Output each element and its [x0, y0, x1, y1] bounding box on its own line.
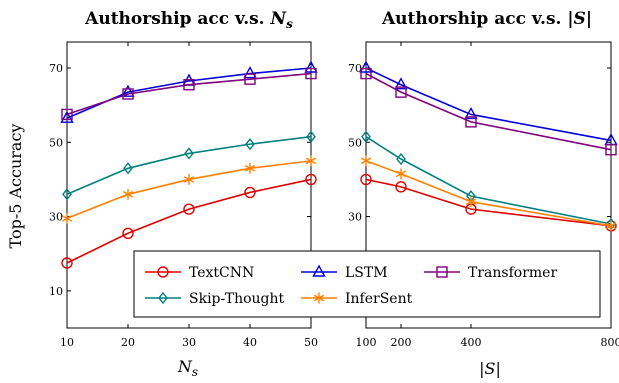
x-tick-label: 800: [601, 336, 619, 349]
series-line-lstm: [365, 67, 612, 142]
data-point-textcnn: [395, 181, 407, 193]
data-point-skip-thought: [306, 130, 316, 143]
data-point-infersent: [305, 155, 317, 167]
data-point-infersent: [183, 173, 195, 185]
legend-label: Skip-Thought: [189, 291, 285, 307]
series-infersent: [61, 155, 317, 224]
legend-label: Transformer: [468, 265, 557, 281]
left-chart-title: Authorship acc v.s. Ns: [84, 9, 293, 31]
x-tick-label: 100: [356, 336, 377, 349]
data-point-skip-thought: [184, 147, 194, 160]
series-line-skip-thought: [66, 135, 312, 196]
legend-label: TextCNN: [189, 265, 254, 281]
data-point-infersent: [605, 220, 617, 232]
data-point-lstm: [359, 60, 373, 73]
x-tick-label: 10: [60, 336, 74, 349]
data-point-transformer: [465, 116, 477, 128]
data-point-transformer: [183, 79, 195, 91]
data-point-lstm: [464, 106, 478, 120]
left-x-axis-label: Ns: [177, 357, 198, 379]
legend-label: LSTM: [345, 265, 388, 281]
data-point-lstm: [304, 60, 318, 73]
legend-entry-lstm: LSTM: [301, 264, 388, 281]
series-infersent: [360, 155, 617, 232]
data-point-skip-thought: [245, 138, 255, 151]
y-tick-label: 50: [348, 136, 362, 149]
data-point-transformer: [244, 73, 256, 85]
right-plot-area: 30 50 70 100 200 400 800: [348, 41, 619, 349]
legend: TextCNN LSTM Transformer Skip-Thought InferS…: [133, 250, 601, 318]
data-point-transformer: [605, 144, 617, 156]
data-point-transformer: [122, 88, 134, 100]
series-line-infersent: [365, 160, 612, 227]
x-tick-label: 20: [121, 336, 135, 349]
data-point-textcnn: [360, 173, 372, 186]
data-point-skip-thought: [396, 152, 406, 166]
series-transformer: [61, 67, 317, 121]
series-lstm: [60, 60, 318, 123]
data-point-lstm: [394, 77, 408, 90]
series-textcnn: [61, 173, 317, 269]
data-point-infersent: [465, 196, 477, 208]
series-line-textcnn: [66, 178, 312, 264]
left-plot-area: 10 30 50 70 10 20 30 40 50: [49, 41, 318, 349]
data-point-infersent: [61, 212, 73, 224]
y-tick-label: 50: [49, 136, 63, 149]
legend-box: [133, 250, 601, 318]
y-tick-label: 30: [49, 211, 63, 224]
legend-marker-infersent: [313, 292, 325, 304]
series-line-textcnn: [365, 178, 612, 227]
x-tick-label: 30: [182, 336, 196, 349]
series-lstm: [359, 60, 618, 146]
legend-entry-transformer: Transformer: [424, 265, 557, 281]
data-point-lstm: [243, 66, 257, 79]
legend-entry-skip-thought: Skip-Thought: [145, 291, 285, 307]
series-line-transformer: [66, 72, 312, 116]
y-tick-label: 30: [348, 211, 362, 224]
data-point-textcnn: [61, 257, 73, 269]
left-y-axis-label: Top-5 Accuracy: [6, 124, 25, 249]
y-tick-label: 10: [49, 285, 63, 298]
data-point-textcnn: [183, 203, 195, 215]
data-point-infersent: [122, 188, 134, 200]
legend-entry-textcnn: TextCNN: [145, 265, 254, 281]
data-point-skip-thought: [62, 188, 72, 201]
legend-marker-textcnn: [157, 266, 169, 278]
series-transformer: [360, 67, 617, 156]
series-textcnn: [360, 173, 617, 232]
data-point-transformer: [395, 86, 407, 98]
data-point-textcnn: [244, 186, 256, 199]
x-tick-label: 400: [461, 336, 482, 349]
data-point-skip-thought: [361, 130, 371, 143]
data-point-infersent: [360, 155, 372, 167]
y-tick-label: 70: [49, 62, 63, 75]
x-tick-label: 200: [391, 336, 412, 349]
data-point-infersent: [244, 162, 256, 174]
series-line-transformer: [365, 72, 612, 151]
series-line-skip-thought: [365, 136, 612, 225]
legend-label: InferSent: [345, 291, 413, 307]
right-chart-title: Authorship acc v.s. |S|: [381, 9, 592, 29]
x-tick-label: 50: [304, 336, 318, 349]
y-tick-label: 70: [348, 62, 362, 75]
data-point-skip-thought: [123, 162, 133, 175]
x-tick-label: 40: [243, 336, 257, 349]
legend-marker-skip-thought: [158, 291, 168, 305]
data-point-textcnn: [122, 227, 134, 239]
data-point-transformer: [360, 67, 372, 80]
legend-entry-infersent: InferSent: [301, 291, 413, 307]
legend-marker-transformer: [436, 266, 448, 278]
data-point-textcnn: [305, 173, 317, 186]
data-point-infersent: [395, 168, 407, 180]
data-point-lstm: [121, 84, 135, 97]
right-x-axis-label: |S|: [479, 359, 501, 378]
series-skip-thought: [62, 130, 316, 201]
data-point-lstm: [60, 110, 74, 123]
series-skip-thought: [361, 130, 616, 231]
data-point-transformer: [61, 108, 73, 121]
legend-marker-lstm: [312, 264, 326, 277]
data-point-transformer: [305, 67, 317, 80]
